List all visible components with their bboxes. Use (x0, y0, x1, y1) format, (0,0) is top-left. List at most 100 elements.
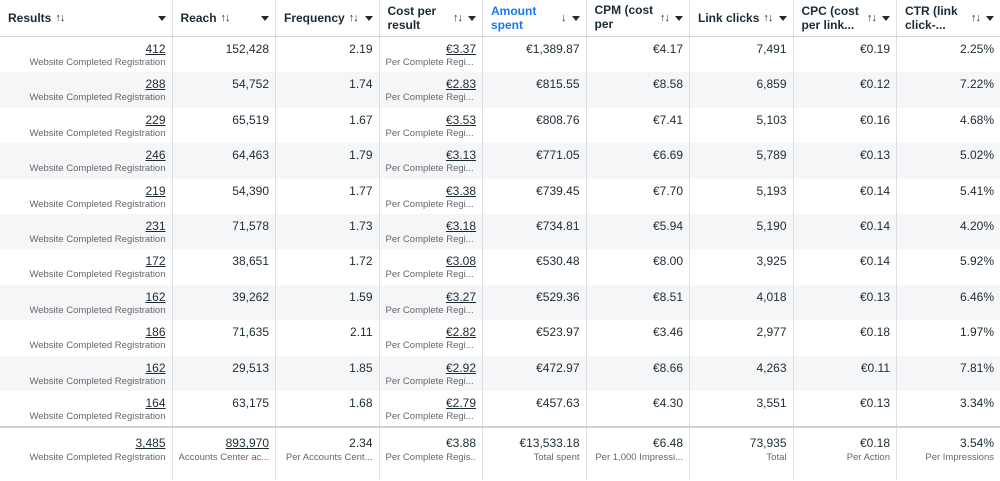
cost-per-result-link[interactable]: €3.18 (445, 218, 476, 233)
sort-arrows-icon[interactable]: ↑↓ (220, 12, 231, 24)
link-clicks-cell: 5,103 (689, 107, 794, 144)
arrow-down-icon[interactable]: ↓ (561, 12, 566, 24)
results-value[interactable]: 172 (6, 249, 166, 269)
caret-down-icon[interactable] (675, 15, 683, 21)
cost-per-result-value[interactable]: €3.18 (386, 214, 476, 234)
cpm-cell: €7.41 (586, 107, 690, 144)
frequency-cell: 1.77 (275, 178, 380, 214)
results-value[interactable]: 164 (6, 391, 166, 411)
results-value[interactable]: 229 (6, 108, 166, 128)
cost-per-result-value[interactable]: €2.92 (386, 356, 476, 376)
cost-per-result-sublabel: Per Complete Regi... (385, 410, 474, 422)
sort-arrows-icon[interactable]: ↑↓ (348, 12, 359, 24)
results-value[interactable]: 412 (6, 37, 166, 57)
cpm-cell: €8.00 (586, 249, 690, 285)
cpm-value: €5.94 (652, 218, 683, 233)
results-link[interactable]: 162 (145, 289, 166, 304)
cost-per-result-value[interactable]: €3.53 (386, 108, 476, 128)
results-link[interactable]: 219 (145, 183, 166, 198)
cost-per-result-link[interactable]: €3.27 (445, 289, 476, 304)
column-header-results[interactable]: Results ↑↓ (0, 0, 173, 37)
total-results-value[interactable]: 3,485 (135, 436, 166, 451)
cost-per-result-value[interactable]: €2.83 (386, 72, 476, 92)
reach-cell: 71,635 (172, 320, 276, 356)
total-cost-label: Per Complete Regis... (385, 452, 477, 464)
results-link[interactable]: 412 (145, 42, 166, 56)
total-cost-cell: €3.88 Per Complete Regis... (379, 426, 483, 481)
frequency-value: 1.59 (349, 289, 373, 304)
results-sublabel: Website Completed Registration (29, 92, 166, 104)
cost-per-result-link[interactable]: €2.92 (445, 360, 476, 375)
cost-per-result-link[interactable]: €3.08 (445, 254, 476, 269)
total-cpm-cell: €6.48 Per 1,000 Impressi... (586, 426, 690, 481)
table-row: 162 Website Completed Registration 39,262 1… (0, 284, 1000, 321)
column-header-link-clicks[interactable]: Link clicks ↑↓ (689, 0, 794, 37)
cost-per-result-link[interactable]: €2.79 (445, 395, 476, 410)
sort-arrows-icon[interactable]: ↑↓ (971, 12, 981, 24)
total-reach-value[interactable]: 893,970 (179, 429, 269, 451)
caret-down-icon[interactable] (261, 15, 269, 21)
cost-per-result-link[interactable]: €2.82 (445, 325, 476, 340)
amount-spent-value: €815.55 (536, 77, 580, 92)
sort-arrows-icon[interactable]: ↑↓ (660, 12, 670, 24)
results-link[interactable]: 172 (145, 254, 166, 269)
column-header-cost-per-result[interactable]: Cost per result ↑↓ (379, 0, 483, 37)
results-link[interactable]: 246 (145, 148, 166, 163)
column-label: Amount spent (491, 4, 537, 32)
table-row: 186 Website Completed Registration 71,635 2… (0, 320, 1000, 356)
caret-down-icon[interactable] (986, 15, 994, 21)
results-value[interactable]: 186 (6, 320, 166, 340)
caret-down-icon[interactable] (882, 15, 890, 21)
cost-per-result-link[interactable]: €2.83 (445, 77, 476, 92)
results-value[interactable]: 231 (6, 214, 166, 234)
results-link[interactable]: 231 (145, 218, 166, 233)
cost-per-result-link[interactable]: €3.53 (445, 112, 476, 127)
cost-per-result-value[interactable]: €2.82 (386, 320, 476, 340)
results-link[interactable]: 288 (145, 77, 166, 92)
cpc-cell: €0.19 (793, 36, 897, 73)
total-clicks-label: Total (766, 452, 787, 464)
cost-per-result-value[interactable]: €3.27 (386, 285, 476, 305)
link-clicks-value: 3,551 (756, 395, 787, 410)
results-link[interactable]: 164 (145, 395, 166, 410)
cost-per-result-value[interactable]: €3.37 (386, 37, 476, 57)
results-cell: 164 Website Completed Registration (0, 390, 173, 428)
column-header-reach[interactable]: Reach ↑↓ (172, 0, 276, 37)
caret-down-icon[interactable] (157, 15, 166, 21)
results-link[interactable]: 229 (145, 112, 166, 127)
column-header-frequency[interactable]: Frequency ↑↓ (275, 0, 380, 37)
reach-value: 71,578 (232, 218, 269, 233)
sort-arrows-icon[interactable]: ↑↓ (453, 12, 463, 24)
results-value[interactable]: 162 (6, 285, 166, 305)
cost-per-result-cell: €3.13 Per Complete Regi... (379, 143, 483, 179)
caret-down-icon[interactable] (571, 15, 580, 21)
caret-down-icon[interactable] (364, 15, 373, 21)
caret-down-icon[interactable] (778, 15, 787, 21)
total-reach-link[interactable]: 893,970 (225, 436, 269, 451)
column-header-cpc[interactable]: CPC (cost per link... ↑↓ (793, 0, 897, 37)
caret-down-icon[interactable] (468, 15, 476, 21)
results-value[interactable]: 246 (6, 143, 166, 163)
results-value[interactable]: 288 (6, 72, 166, 92)
cost-per-result-link[interactable]: €3.38 (445, 183, 476, 198)
column-header-ctr[interactable]: CTR (link click-... ↑↓ (896, 0, 1000, 37)
cost-per-result-value[interactable]: €3.38 (386, 179, 476, 199)
results-link[interactable]: 186 (145, 325, 166, 340)
column-header-amount-spent[interactable]: Amount spent ↓ (482, 0, 587, 37)
cost-per-result-value[interactable]: €3.08 (386, 249, 476, 269)
sort-arrows-icon[interactable]: ↑↓ (763, 12, 773, 24)
results-value[interactable]: 162 (6, 356, 166, 376)
cost-per-result-link[interactable]: €3.37 (445, 42, 476, 56)
sort-arrows-icon[interactable]: ↑↓ (867, 12, 877, 24)
results-link[interactable]: 162 (145, 360, 166, 375)
ctr-value: 5.41% (959, 183, 994, 198)
sort-arrows-icon[interactable]: ↑↓ (55, 12, 65, 24)
column-label: Frequency (284, 11, 345, 25)
results-cell: 162 Website Completed Registration (0, 284, 173, 321)
cost-per-result-value[interactable]: €3.13 (386, 143, 476, 163)
reach-cell: 39,262 (172, 284, 276, 321)
column-header-cpm[interactable]: CPM (cost per 1,000... ↑↓ (586, 0, 690, 37)
cost-per-result-value[interactable]: €2.79 (386, 391, 476, 411)
cost-per-result-link[interactable]: €3.13 (445, 148, 476, 163)
results-value[interactable]: 219 (6, 179, 166, 199)
